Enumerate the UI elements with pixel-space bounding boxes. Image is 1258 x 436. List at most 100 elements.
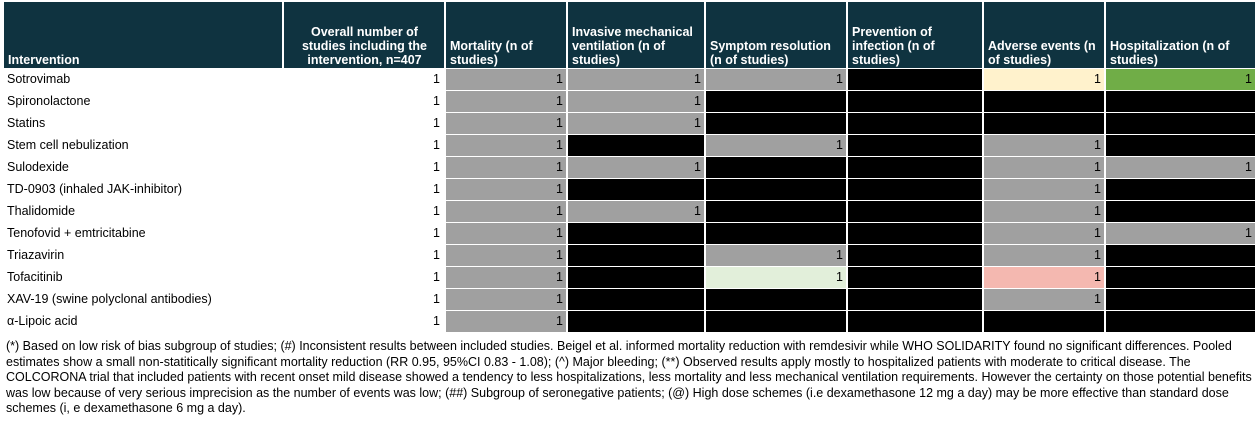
adverse-events-cell: 1 [982, 266, 1105, 289]
hospitalization-cell: 1 [1104, 68, 1255, 91]
prevention-of-infection-cell [846, 288, 983, 311]
intervention-name: Thalidomide [3, 200, 283, 223]
mortality-cell: 1 [444, 244, 567, 267]
mechanical-ventilation-cell [566, 288, 705, 311]
adverse-events-cell: 1 [982, 288, 1105, 311]
prevention-of-infection-cell [846, 68, 983, 91]
prevention-of-infection-cell [846, 266, 983, 289]
prevention-of-infection-cell [846, 156, 983, 179]
header-mechanical-ventilation: Invasive mechanical ventilation (n of st… [566, 2, 705, 69]
header-mortality: Mortality (n of studies) [444, 2, 567, 69]
symptom-resolution-cell: 1 [704, 68, 847, 91]
header-symptom-resolution: Symptom resolution (n of studies) [704, 2, 847, 69]
symptom-resolution-cell: 1 [704, 134, 847, 157]
hospitalization-cell [1104, 134, 1255, 157]
hospitalization-cell [1104, 90, 1255, 113]
prevention-of-infection-cell [846, 200, 983, 223]
table-row: α-Lipoic acid 1 1 [3, 310, 1255, 332]
mechanical-ventilation-cell: 1 [566, 156, 705, 179]
symptom-resolution-cell [704, 90, 847, 113]
mechanical-ventilation-cell [566, 266, 705, 289]
table-row: Statins 1 1 1 [3, 112, 1255, 135]
mortality-cell: 1 [444, 288, 567, 311]
table-row: TD-0903 (inhaled JAK-inhibitor) 1 1 1 [3, 178, 1255, 201]
header-row: Intervention Overall number of studies i… [2, 2, 1255, 69]
prevention-of-infection-cell [846, 90, 983, 113]
intervention-name: α-Lipoic acid [3, 310, 283, 332]
mortality-cell: 1 [444, 156, 567, 179]
adverse-events-cell [982, 112, 1105, 135]
intervention-name: TD-0903 (inhaled JAK-inhibitor) [3, 178, 283, 201]
prevention-of-infection-cell [846, 222, 983, 245]
overall-studies-count: 1 [283, 288, 445, 311]
header-adverse-events: Adverse events (n of studies) [982, 2, 1105, 69]
table-row: Sotrovimab 1 1 1 1 1 1 [3, 68, 1255, 91]
overall-studies-count: 1 [283, 90, 445, 113]
symptom-resolution-cell: 1 [704, 244, 847, 267]
prevention-of-infection-cell [846, 244, 983, 267]
table-row: Tofacitinib 1 1 1 1 [3, 266, 1255, 289]
symptom-resolution-cell [704, 288, 847, 311]
footnote: (*) Based on low risk of bias subgroup o… [6, 339, 1252, 416]
intervention-name: Triazavirin [3, 244, 283, 267]
mortality-cell: 1 [444, 266, 567, 289]
overall-studies-count: 1 [283, 68, 445, 91]
intervention-name: Sulodexide [3, 156, 283, 179]
overall-studies-count: 1 [283, 244, 445, 267]
table-row: Thalidomide 1 1 1 1 [3, 200, 1255, 223]
overall-studies-count: 1 [283, 222, 445, 245]
table-body: Sotrovimab 1 1 1 1 1 1 Spironolactone 1 1 1 Statins… [3, 68, 1255, 332]
prevention-of-infection-cell [846, 134, 983, 157]
mortality-cell: 1 [444, 134, 567, 157]
table-row: Spironolactone 1 1 1 [3, 90, 1255, 113]
mechanical-ventilation-cell [566, 134, 705, 157]
header-prevention-of-infection: Prevention of infection (n of studies) [846, 2, 983, 69]
overall-studies-count: 1 [283, 112, 445, 135]
mortality-cell: 1 [444, 200, 567, 223]
mortality-cell: 1 [444, 68, 567, 91]
mortality-cell: 1 [444, 178, 567, 201]
adverse-events-cell: 1 [982, 222, 1105, 245]
adverse-events-cell [982, 310, 1105, 332]
symptom-resolution-cell [704, 112, 847, 135]
mechanical-ventilation-cell [566, 310, 705, 332]
mechanical-ventilation-cell [566, 222, 705, 245]
prevention-of-infection-cell [846, 178, 983, 201]
overall-studies-count: 1 [283, 134, 445, 157]
overall-studies-count: 1 [283, 310, 445, 332]
hospitalization-cell [1104, 112, 1255, 135]
mechanical-ventilation-cell: 1 [566, 112, 705, 135]
overall-studies-count: 1 [283, 178, 445, 201]
prevention-of-infection-cell [846, 112, 983, 135]
symptom-resolution-cell [704, 156, 847, 179]
mortality-cell: 1 [444, 222, 567, 245]
adverse-events-cell: 1 [982, 178, 1105, 201]
header-overall-studies: Overall number of studies including the … [282, 2, 445, 69]
symptom-resolution-cell: 1 [704, 266, 847, 289]
table-row: Stem cell nebulization 1 1 1 1 [3, 134, 1255, 157]
mortality-cell: 1 [444, 90, 567, 113]
table-row: Triazavirin 1 1 1 1 [3, 244, 1255, 267]
adverse-events-cell: 1 [982, 68, 1105, 91]
hospitalization-cell [1104, 310, 1255, 332]
table-row: Tenofovid + emtricitabine 1 1 1 1 [3, 222, 1255, 245]
intervention-name: Stem cell nebulization [3, 134, 283, 157]
hospitalization-cell [1104, 244, 1255, 267]
mortality-cell: 1 [444, 112, 567, 135]
intervention-name: Tenofovid + emtricitabine [3, 222, 283, 245]
intervention-name: XAV-19 (swine polyclonal antibodies) [3, 288, 283, 311]
overall-studies-count: 1 [283, 266, 445, 289]
symptom-resolution-cell [704, 200, 847, 223]
hospitalization-cell [1104, 288, 1255, 311]
intervention-name: Statins [3, 112, 283, 135]
symptom-resolution-cell [704, 178, 847, 201]
overall-studies-count: 1 [283, 156, 445, 179]
adverse-events-cell: 1 [982, 134, 1105, 157]
adverse-events-cell: 1 [982, 156, 1105, 179]
mechanical-ventilation-cell [566, 244, 705, 267]
mechanical-ventilation-cell: 1 [566, 200, 705, 223]
intervention-name: Tofacitinib [3, 266, 283, 289]
table-row: XAV-19 (swine polyclonal antibodies) 1 1 1 [3, 288, 1255, 311]
hospitalization-cell: 1 [1104, 156, 1255, 179]
evidence-table: Intervention Overall number of studies i… [2, 2, 1255, 332]
